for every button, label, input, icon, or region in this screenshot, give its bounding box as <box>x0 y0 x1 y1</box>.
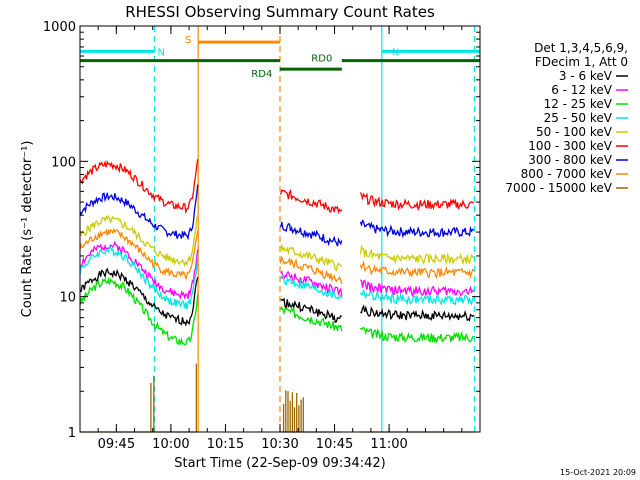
legend-label-1: 6 - 12 keV <box>551 83 613 97</box>
legend-label-7: 800 - 7000 keV <box>521 167 613 181</box>
legend-label-6: 300 - 800 keV <box>528 153 612 167</box>
x-tick-label-4: 10:45 <box>316 437 353 452</box>
series-line-0 <box>79 267 475 327</box>
series-line-7 <box>79 227 475 285</box>
legend-label-8: 7000 - 15000 keV <box>505 181 612 195</box>
legend-header-line1: Det 1,3,4,5,6,9, <box>534 41 628 55</box>
legend-label-0: 3 - 6 keV <box>559 69 613 83</box>
generation-timestamp: 15-Oct-2021 20:09 <box>560 468 636 477</box>
legend-header-line2: FDecim 1, Att 0 <box>535 55 628 69</box>
x-tick-label-0: 09:45 <box>98 437 135 452</box>
series-line-1 <box>79 240 475 300</box>
annotation-label-3: RD0 <box>311 54 332 65</box>
series-line-4 <box>79 214 474 272</box>
y-tick-label-3: 1000 <box>43 20 76 35</box>
y-tick-label-0: 1 <box>68 426 76 441</box>
annotation-label-0: N <box>158 47 165 58</box>
x-tick-label-2: 10:15 <box>207 437 244 452</box>
y-tick-label-2: 100 <box>51 155 76 170</box>
series-line-3 <box>79 246 474 310</box>
y-axis-label: Count Rate (s⁻¹ detector⁻¹) <box>20 141 35 318</box>
y-tick-label-1: 10 <box>59 291 76 306</box>
series-line-2 <box>79 276 475 346</box>
x-tick-label-5: 11:00 <box>370 437 407 452</box>
legend-label-2: 12 - 25 keV <box>544 97 613 111</box>
legend-label-3: 25 - 50 keV <box>544 111 613 125</box>
x-axis-label: Start Time (22-Sep-09 09:34:42) <box>174 456 385 471</box>
x-tick-label-3: 10:30 <box>261 437 298 452</box>
legend-label-4: 50 - 100 keV <box>536 125 613 139</box>
annotation-label-1: N <box>392 47 399 58</box>
series-line-6 <box>79 184 475 247</box>
chart-title: RHESSI Observing Summary Count Rates <box>125 3 435 21</box>
axes: 1 10 100 1000 09:45 10:00 10:15 10:30 10:45 11:00 <box>43 20 481 452</box>
plot-area: N N S RD0 RD4 <box>79 26 480 433</box>
legend-label-5: 100 - 300 keV <box>528 139 612 153</box>
annotation-label-4: RD4 <box>251 69 272 80</box>
x-tick-label-1: 10:00 <box>152 437 189 452</box>
annotation-label-2: S <box>185 35 191 46</box>
legend: Det 1,3,4,5,6,9, FDecim 1, Att 0 3 - 6 k… <box>505 41 628 195</box>
series-line-5 <box>79 158 475 215</box>
